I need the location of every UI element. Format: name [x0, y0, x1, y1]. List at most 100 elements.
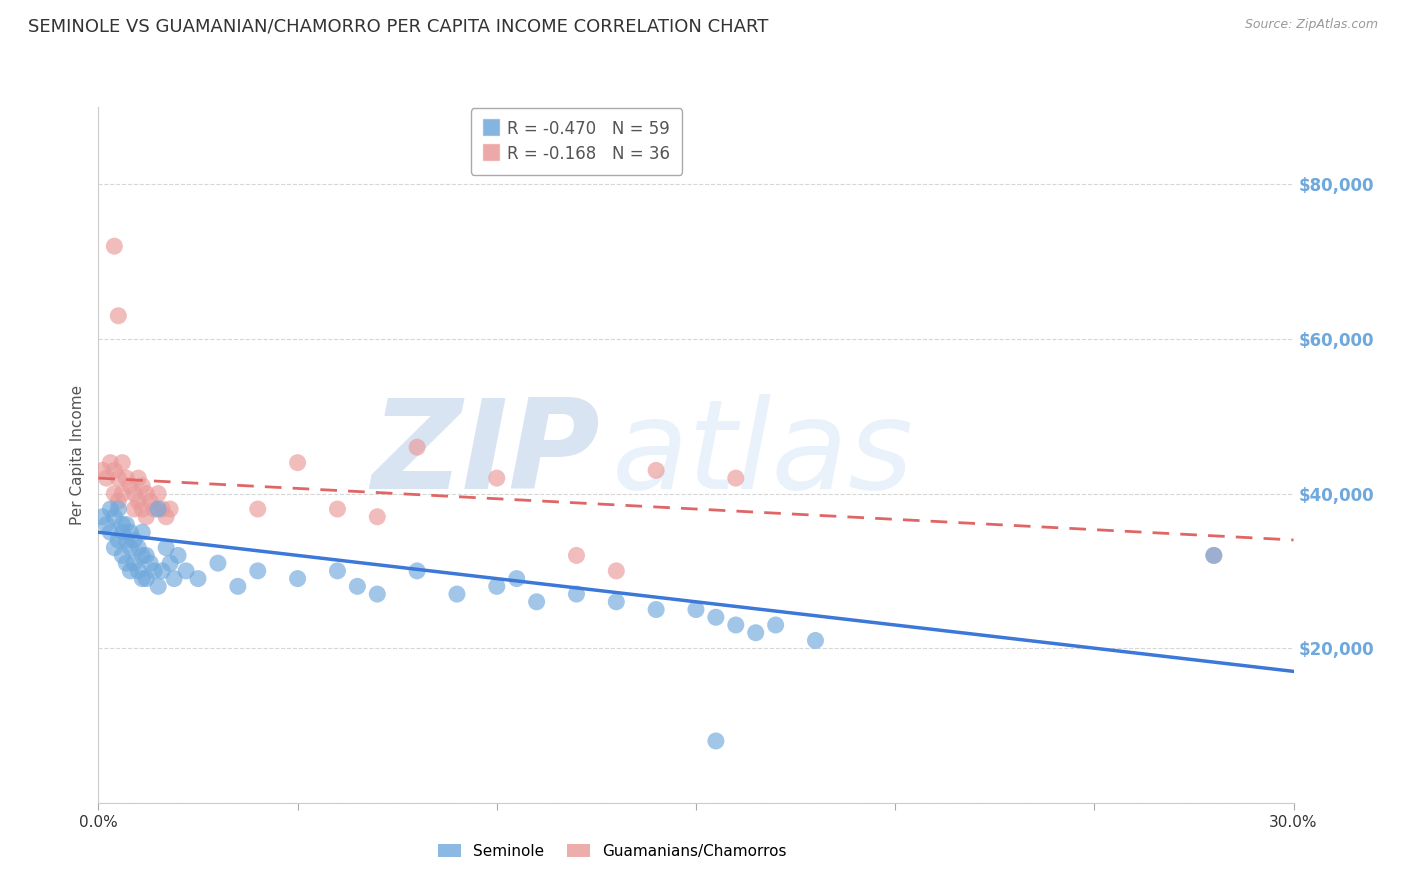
Point	[704, 610, 727, 624]
Point	[131, 525, 153, 540]
Point	[526, 595, 548, 609]
Point	[91, 509, 114, 524]
Point	[804, 633, 827, 648]
Point	[685, 602, 707, 616]
Legend: Seminole, Guamanians/Chamorros: Seminole, Guamanians/Chamorros	[432, 838, 793, 864]
Point	[366, 587, 388, 601]
Point	[765, 618, 787, 632]
Point	[406, 564, 429, 578]
Text: Source: ZipAtlas.com: Source: ZipAtlas.com	[1244, 18, 1378, 31]
Point	[103, 486, 125, 500]
Point	[111, 486, 134, 500]
Point	[96, 517, 118, 532]
Point	[124, 556, 146, 570]
Point	[485, 471, 508, 485]
Point	[139, 556, 162, 570]
Point	[107, 309, 129, 323]
Point	[565, 587, 588, 601]
Point	[120, 479, 142, 493]
Point	[127, 471, 149, 485]
Point	[131, 502, 153, 516]
Point	[135, 486, 157, 500]
Point	[287, 456, 309, 470]
Point	[1202, 549, 1225, 563]
Point	[111, 549, 134, 563]
Point	[103, 239, 125, 253]
Point	[724, 471, 747, 485]
Point	[107, 502, 129, 516]
Text: SEMINOLE VS GUAMANIAN/CHAMORRO PER CAPITA INCOME CORRELATION CHART: SEMINOLE VS GUAMANIAN/CHAMORRO PER CAPIT…	[28, 18, 769, 36]
Point	[645, 602, 668, 616]
Point	[131, 479, 153, 493]
Point	[704, 734, 727, 748]
Point	[127, 494, 149, 508]
Point	[143, 564, 166, 578]
Point	[155, 541, 177, 555]
Point	[506, 572, 529, 586]
Point	[246, 502, 269, 516]
Point	[103, 463, 125, 477]
Point	[226, 579, 249, 593]
Point	[115, 533, 138, 547]
Point	[135, 549, 157, 563]
Point	[127, 541, 149, 555]
Point	[346, 579, 368, 593]
Point	[103, 509, 125, 524]
Point	[100, 456, 122, 470]
Point	[124, 533, 146, 547]
Point	[120, 564, 142, 578]
Point	[159, 502, 181, 516]
Point	[745, 625, 768, 640]
Point	[326, 502, 349, 516]
Point	[107, 494, 129, 508]
Y-axis label: Per Capita Income: Per Capita Income	[70, 384, 86, 525]
Point	[103, 541, 125, 555]
Point	[446, 587, 468, 601]
Point	[724, 618, 747, 632]
Point	[287, 572, 309, 586]
Text: atlas: atlas	[613, 394, 914, 516]
Point	[131, 549, 153, 563]
Point	[124, 502, 146, 516]
Point	[135, 572, 157, 586]
Point	[91, 463, 114, 477]
Point	[150, 564, 173, 578]
Point	[1202, 549, 1225, 563]
Point	[111, 517, 134, 532]
Point	[111, 456, 134, 470]
Point	[139, 494, 162, 508]
Point	[131, 572, 153, 586]
Point	[100, 525, 122, 540]
Point	[115, 556, 138, 570]
Point	[167, 549, 190, 563]
Point	[150, 502, 173, 516]
Point	[148, 502, 170, 516]
Point	[111, 525, 134, 540]
Point	[127, 564, 149, 578]
Point	[107, 471, 129, 485]
Point	[100, 502, 122, 516]
Point	[115, 517, 138, 532]
Point	[124, 486, 146, 500]
Point	[326, 564, 349, 578]
Point	[565, 549, 588, 563]
Point	[207, 556, 229, 570]
Point	[174, 564, 197, 578]
Point	[366, 509, 388, 524]
Point	[406, 440, 429, 454]
Point	[148, 486, 170, 500]
Point	[246, 564, 269, 578]
Point	[120, 541, 142, 555]
Point	[605, 564, 627, 578]
Point	[148, 579, 170, 593]
Point	[143, 502, 166, 516]
Point	[645, 463, 668, 477]
Point	[605, 595, 627, 609]
Point	[187, 572, 209, 586]
Point	[120, 525, 142, 540]
Point	[163, 572, 186, 586]
Point	[485, 579, 508, 593]
Point	[96, 471, 118, 485]
Point	[107, 533, 129, 547]
Point	[115, 471, 138, 485]
